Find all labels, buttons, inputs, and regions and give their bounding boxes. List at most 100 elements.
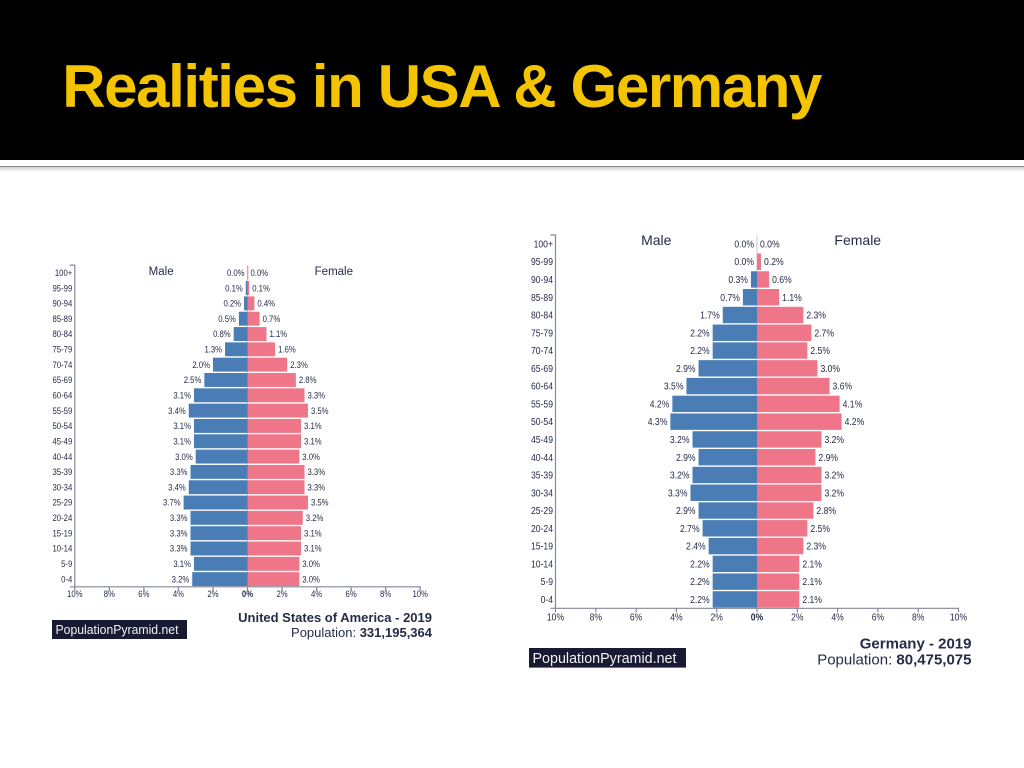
svg-text:Male: Male xyxy=(641,232,672,248)
svg-text:0.5%: 0.5% xyxy=(218,314,236,324)
svg-text:10%: 10% xyxy=(547,613,564,624)
svg-text:0.0%: 0.0% xyxy=(734,257,754,268)
svg-text:0%: 0% xyxy=(751,613,763,624)
svg-text:1.7%: 1.7% xyxy=(700,311,720,322)
svg-text:Population: 80,475,075: Population: 80,475,075 xyxy=(817,651,971,668)
svg-text:70-74: 70-74 xyxy=(531,346,553,357)
svg-text:60-64: 60-64 xyxy=(531,382,553,393)
svg-text:0.2%: 0.2% xyxy=(764,257,784,268)
svg-text:2.7%: 2.7% xyxy=(680,524,700,535)
svg-text:2.3%: 2.3% xyxy=(806,311,826,322)
svg-text:6%: 6% xyxy=(346,589,357,599)
svg-text:2.3%: 2.3% xyxy=(806,542,826,553)
svg-text:75-79: 75-79 xyxy=(53,345,73,355)
svg-text:3.3%: 3.3% xyxy=(170,544,188,554)
svg-text:100+: 100+ xyxy=(55,268,72,278)
svg-text:4%: 4% xyxy=(173,589,184,599)
svg-text:3.2%: 3.2% xyxy=(670,471,690,482)
svg-text:3.3%: 3.3% xyxy=(307,390,325,400)
svg-text:Female: Female xyxy=(315,266,353,278)
svg-text:85-89: 85-89 xyxy=(531,293,553,304)
svg-text:10-14: 10-14 xyxy=(53,544,73,554)
svg-text:0.1%: 0.1% xyxy=(252,283,270,293)
svg-text:2.8%: 2.8% xyxy=(299,375,317,385)
svg-text:10%: 10% xyxy=(412,589,428,599)
svg-text:0.6%: 0.6% xyxy=(772,275,792,286)
svg-text:80-84: 80-84 xyxy=(531,311,553,322)
svg-text:3.5%: 3.5% xyxy=(664,382,684,393)
svg-text:5-9: 5-9 xyxy=(541,577,554,588)
svg-text:3.1%: 3.1% xyxy=(173,559,191,569)
svg-text:3.3%: 3.3% xyxy=(307,482,325,492)
svg-text:0.2%: 0.2% xyxy=(223,299,241,309)
svg-text:20-24: 20-24 xyxy=(531,524,553,535)
svg-text:95-99: 95-99 xyxy=(531,257,553,268)
svg-text:3.4%: 3.4% xyxy=(168,406,186,416)
svg-text:8%: 8% xyxy=(104,589,115,599)
svg-text:3.2%: 3.2% xyxy=(306,513,324,523)
svg-text:2.2%: 2.2% xyxy=(690,577,710,588)
svg-text:15-19: 15-19 xyxy=(531,542,553,553)
svg-text:2.0%: 2.0% xyxy=(192,360,210,370)
svg-text:0.0%: 0.0% xyxy=(734,239,754,250)
svg-text:3.3%: 3.3% xyxy=(170,528,188,538)
svg-text:3.1%: 3.1% xyxy=(304,436,322,446)
svg-text:6%: 6% xyxy=(872,613,884,624)
svg-text:2.9%: 2.9% xyxy=(818,453,838,464)
svg-text:2.4%: 2.4% xyxy=(686,542,706,553)
svg-text:25-29: 25-29 xyxy=(53,498,73,508)
svg-text:65-69: 65-69 xyxy=(531,364,553,375)
svg-text:10-14: 10-14 xyxy=(531,559,553,570)
svg-text:3.1%: 3.1% xyxy=(304,528,322,538)
svg-text:55-59: 55-59 xyxy=(531,399,553,410)
svg-text:4.2%: 4.2% xyxy=(650,399,670,410)
svg-text:2.2%: 2.2% xyxy=(690,346,710,357)
svg-text:3.1%: 3.1% xyxy=(304,544,322,554)
svg-text:3.1%: 3.1% xyxy=(173,436,191,446)
svg-text:1.1%: 1.1% xyxy=(782,293,802,304)
svg-text:0.4%: 0.4% xyxy=(257,299,275,309)
svg-text:45-49: 45-49 xyxy=(53,436,73,446)
svg-text:5-9: 5-9 xyxy=(61,559,72,569)
svg-text:United States of America - 201: United States of America - 2019 xyxy=(238,610,432,625)
svg-text:0%: 0% xyxy=(242,589,253,599)
svg-text:2%: 2% xyxy=(711,613,723,624)
svg-text:2%: 2% xyxy=(207,589,218,599)
svg-text:100+: 100+ xyxy=(534,239,554,250)
svg-text:85-89: 85-89 xyxy=(53,314,73,324)
svg-text:3.5%: 3.5% xyxy=(311,406,329,416)
svg-text:6%: 6% xyxy=(630,613,642,624)
svg-text:3.7%: 3.7% xyxy=(163,498,181,508)
svg-text:95-99: 95-99 xyxy=(53,283,73,293)
svg-text:10%: 10% xyxy=(950,613,967,624)
svg-text:4%: 4% xyxy=(670,613,682,624)
svg-text:4%: 4% xyxy=(831,613,843,624)
svg-text:2.5%: 2.5% xyxy=(810,524,830,535)
svg-text:20-24: 20-24 xyxy=(53,513,73,523)
svg-text:45-49: 45-49 xyxy=(531,435,553,446)
svg-text:4%: 4% xyxy=(311,589,322,599)
svg-text:Population: 331,195,364: Population: 331,195,364 xyxy=(291,625,433,640)
svg-text:PopulationPyramid.net: PopulationPyramid.net xyxy=(533,650,678,667)
svg-text:30-34: 30-34 xyxy=(53,482,73,492)
svg-text:50-54: 50-54 xyxy=(53,421,73,431)
svg-text:30-34: 30-34 xyxy=(531,488,553,499)
svg-text:2.2%: 2.2% xyxy=(690,595,710,606)
svg-text:50-54: 50-54 xyxy=(531,417,553,428)
svg-text:3.6%: 3.6% xyxy=(833,382,853,393)
svg-text:8%: 8% xyxy=(590,613,602,624)
svg-text:PopulationPyramid.net: PopulationPyramid.net xyxy=(56,622,179,637)
svg-text:80-84: 80-84 xyxy=(53,329,73,339)
svg-text:55-59: 55-59 xyxy=(53,406,73,416)
svg-text:2.9%: 2.9% xyxy=(676,453,696,464)
svg-text:35-39: 35-39 xyxy=(531,471,553,482)
svg-text:0.8%: 0.8% xyxy=(213,329,231,339)
svg-text:8%: 8% xyxy=(380,589,391,599)
svg-text:0.0%: 0.0% xyxy=(760,239,780,250)
svg-text:8%: 8% xyxy=(912,613,924,624)
svg-text:0.3%: 0.3% xyxy=(728,275,748,286)
svg-text:60-64: 60-64 xyxy=(53,390,73,400)
svg-text:3.0%: 3.0% xyxy=(175,452,193,462)
svg-text:65-69: 65-69 xyxy=(53,375,73,385)
svg-text:3.1%: 3.1% xyxy=(173,390,191,400)
